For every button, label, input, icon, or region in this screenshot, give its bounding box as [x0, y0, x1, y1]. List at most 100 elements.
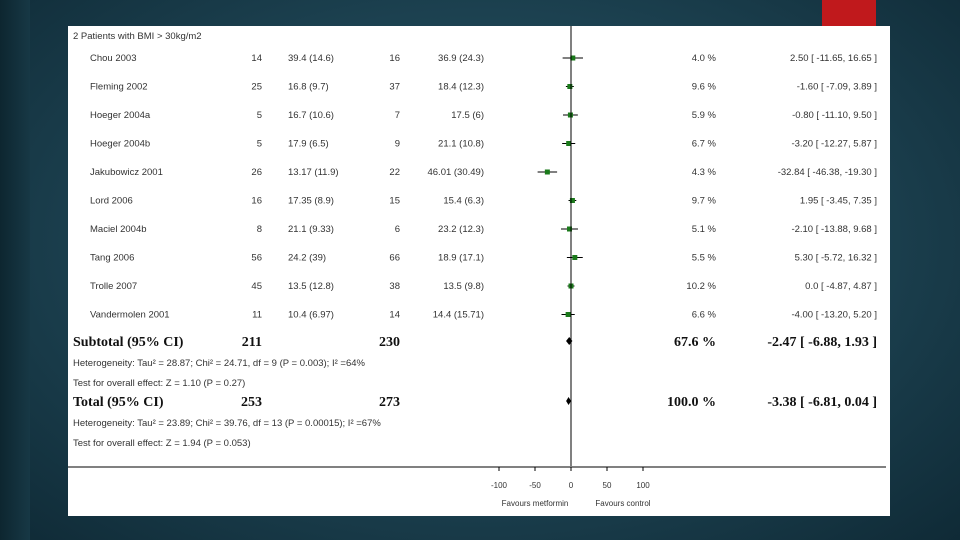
effect-ci-value: -3.20 [ -12.27, 5.87 ] — [791, 139, 877, 150]
subtotal-control-n: 230 — [379, 335, 400, 350]
study-name: Maciel 2004b — [90, 224, 147, 235]
weight-value: 9.7 % — [692, 196, 717, 207]
metformin-mean-sd: 13.17 (11.9) — [288, 167, 339, 178]
subtotal-heterogeneity: Heterogeneity: Tau² = 28.87; Chi² = 24.7… — [73, 358, 366, 369]
axis-tick-label: 0 — [569, 481, 574, 490]
metformin-mean-sd: 17.35 (8.9) — [288, 196, 334, 207]
effect-ci-value: -32.84 [ -46.38, -19.30 ] — [778, 167, 877, 178]
favours-left-label: Favours metformin — [502, 499, 569, 508]
point-estimate — [566, 141, 572, 146]
effect-ci-value: 1.95 [ -3.45, 7.35 ] — [800, 196, 877, 207]
axis-tick-label: -100 — [491, 481, 508, 490]
metformin-n: 8 — [257, 224, 262, 235]
control-mean-sd: 23.2 (12.3) — [438, 224, 484, 235]
subtotal-overall-effect: Test for overall effect: Z = 1.10 (P = 0… — [73, 378, 245, 389]
total-control-n: 273 — [379, 395, 400, 410]
control-n: 7 — [395, 110, 400, 121]
study-name: Fleming 2002 — [90, 82, 148, 93]
forest-plot-panel: 2 Patients with BMI > 30kg/m2 Chou 2003 1… — [68, 26, 890, 516]
study-name: Vandermolen 2001 — [90, 310, 170, 321]
metformin-n: 45 — [251, 281, 262, 292]
metformin-n: 16 — [251, 196, 262, 207]
weight-value: 5.1 % — [692, 224, 717, 235]
study-name: Hoeger 2004a — [90, 110, 151, 121]
control-n: 16 — [389, 53, 400, 64]
effect-ci-value: -4.00 [ -13.20, 5.20 ] — [791, 310, 877, 321]
point-estimate — [570, 55, 576, 61]
control-n: 14 — [389, 310, 400, 321]
forest-plot: 2 Patients with BMI > 30kg/m2 Chou 2003 1… — [68, 26, 886, 508]
control-n: 66 — [389, 253, 400, 264]
weight-value: 4.0 % — [692, 53, 717, 64]
total-label: Total (95% CI) — [73, 395, 164, 410]
axis-tick-label: 50 — [603, 481, 612, 490]
total-weight: 100.0 % — [667, 395, 716, 410]
metformin-n: 26 — [251, 167, 262, 178]
weight-value: 4.3 % — [692, 167, 717, 178]
study-row: Hoeger 2004b 5 17.9 (6.5) 9 21.1 (10.8) 6.7 %… — [90, 139, 877, 150]
weight-value: 5.5 % — [692, 253, 717, 264]
control-n: 9 — [395, 139, 400, 150]
point-estimate — [566, 226, 572, 232]
metformin-mean-sd: 13.5 (12.8) — [288, 281, 334, 292]
total-heterogeneity: Heterogeneity: Tau² = 23.89; Chi² = 39.7… — [73, 418, 381, 429]
subtotal-effect-ci: -2.47 [ -6.88, 1.93 ] — [767, 335, 877, 350]
control-mean-sd: 13.5 (9.8) — [443, 281, 484, 292]
study-row: Trolle 2007 45 13.5 (12.8) 38 13.5 (9.8) 10.2… — [90, 281, 877, 292]
study-row: Tang 2006 56 24.2 (39) 66 18.9 (17.1) 5.5 % 5.… — [90, 253, 877, 264]
study-row: Fleming 2002 25 16.8 (9.7) 37 18.4 (12.3) 9.6… — [90, 82, 877, 93]
total-diamond — [566, 397, 572, 405]
axis-tick-label: -50 — [529, 481, 541, 490]
study-name: Hoeger 2004b — [90, 139, 150, 150]
control-n: 22 — [389, 167, 400, 178]
total-overall-effect: Test for overall effect: Z = 1.94 (P = 0… — [73, 438, 251, 449]
weight-value: 6.6 % — [692, 310, 717, 321]
point-estimate — [565, 312, 571, 317]
point-estimate — [567, 112, 573, 118]
metformin-mean-sd: 24.2 (39) — [288, 253, 326, 264]
metformin-mean-sd: 17.9 (6.5) — [288, 139, 329, 150]
control-n: 38 — [389, 281, 400, 292]
study-name: Chou 2003 — [90, 53, 136, 64]
control-mean-sd: 17.5 (6) — [451, 110, 484, 121]
metformin-n: 11 — [252, 310, 262, 321]
metformin-mean-sd: 16.7 (10.6) — [288, 110, 334, 121]
control-mean-sd: 21.1 (10.8) — [438, 139, 484, 150]
metformin-n: 56 — [251, 253, 262, 264]
control-n: 37 — [389, 82, 400, 93]
total-row: Total (95% CI) 253 273 100.0 % -3.38 [ -6.81… — [73, 395, 877, 449]
control-n: 15 — [389, 196, 400, 207]
study-name: Lord 2006 — [90, 196, 133, 207]
metformin-n: 25 — [251, 82, 262, 93]
subtotal-label: Subtotal (95% CI) — [73, 335, 184, 350]
effect-ci-value: 2.50 [ -11.65, 16.65 ] — [790, 53, 877, 64]
point-estimate — [544, 169, 550, 175]
control-mean-sd: 18.9 (17.1) — [438, 253, 484, 264]
control-mean-sd: 36.9 (24.3) — [438, 53, 484, 64]
effect-ci-value: -1.60 [ -7.09, 3.89 ] — [797, 82, 877, 93]
metformin-mean-sd: 10.4 (6.97) — [288, 310, 334, 321]
red-accent-block — [822, 0, 876, 26]
axis-tick-label: 100 — [636, 481, 650, 490]
subtotal-metformin-n: 211 — [242, 335, 262, 350]
total-effect-ci: -3.38 [ -6.81, 0.04 ] — [767, 395, 877, 410]
effect-ci-value: 5.30 [ -5.72, 16.32 ] — [795, 253, 877, 264]
point-estimate — [569, 198, 575, 203]
study-row: Lord 2006 16 17.35 (8.9) 15 15.4 (6.3) 9.7 % 1… — [90, 196, 877, 207]
metformin-n: 5 — [257, 110, 262, 121]
weight-value: 6.7 % — [692, 139, 717, 150]
left-decorative-stripe — [0, 0, 30, 540]
study-row: Chou 2003 14 39.4 (14.6) 16 36.9 (24.3) 4.0 %… — [90, 53, 877, 64]
subgroup-label: 2 Patients with BMI > 30kg/m2 — [73, 31, 202, 42]
study-row: Maciel 2004b 8 21.1 (9.33) 6 23.2 (12.3) 5.1 … — [90, 224, 877, 235]
point-estimate — [572, 255, 578, 260]
metformin-mean-sd: 39.4 (14.6) — [288, 53, 334, 64]
control-n: 6 — [395, 224, 400, 235]
control-mean-sd: 18.4 (12.3) — [438, 82, 484, 93]
study-row: Vandermolen 2001 11 10.4 (6.97) 14 14.4 (15.… — [90, 310, 877, 321]
control-mean-sd: 15.4 (6.3) — [443, 196, 484, 207]
point-estimate — [567, 84, 573, 89]
total-metformin-n: 253 — [241, 395, 262, 410]
effect-ci-value: 0.0 [ -4.87, 4.87 ] — [805, 281, 877, 292]
metformin-mean-sd: 16.8 (9.7) — [288, 82, 329, 93]
